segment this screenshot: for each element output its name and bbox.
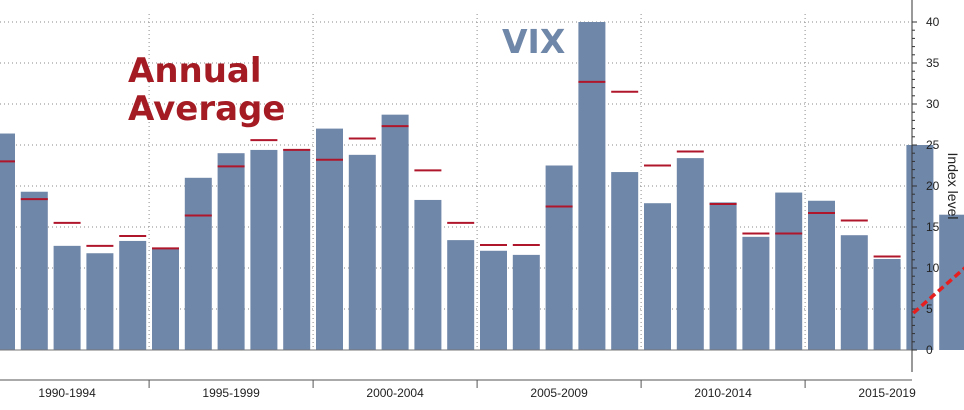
bar [742, 236, 770, 350]
bar [840, 235, 868, 350]
y-tick-label: 0 [926, 343, 933, 357]
y-tick-label: 30 [926, 97, 940, 111]
trend-arrow [912, 266, 964, 315]
bar [578, 22, 606, 350]
x-tick-label: 2015-2019 [858, 386, 916, 400]
y-tick-label: 15 [926, 220, 940, 234]
bar [873, 258, 901, 350]
bar [348, 154, 376, 350]
bar [20, 191, 48, 350]
bar [414, 199, 442, 350]
bar [808, 200, 835, 350]
bar [709, 202, 737, 350]
y-tick-label: 40 [926, 15, 940, 29]
x-tick-label: 1990-1994 [38, 386, 96, 400]
bar [217, 153, 245, 350]
x-tick-label: 2000-2004 [366, 386, 424, 400]
y-axis: 0 5 10 15 20 25 30 35 40 [911, 0, 940, 372]
bar [86, 253, 114, 350]
bar [906, 145, 934, 350]
y-tick-label: 5 [926, 302, 933, 316]
bar [152, 247, 179, 350]
bar [480, 250, 507, 350]
y-tick-label: 35 [926, 56, 940, 70]
annual-average-markers [0, 80, 901, 258]
bar-series [0, 22, 964, 350]
bar [119, 240, 147, 350]
x-tick-label: 1995-1999 [202, 386, 260, 400]
bar [316, 128, 343, 350]
bar [545, 165, 573, 350]
x-axis: 1990-1994 1995-1999 2000-2004 2005-2009 2010… [0, 349, 916, 400]
bar [447, 240, 475, 350]
annual-average-annotation: Annual Average [128, 51, 286, 129]
x-tick-label: 2010-2014 [694, 386, 752, 400]
bar [512, 254, 540, 350]
bar [676, 158, 704, 350]
y-tick-label: 20 [926, 179, 940, 193]
y-tick-label: 10 [926, 261, 940, 275]
trend-arrow-shaft [912, 266, 964, 315]
bar [184, 177, 212, 350]
chart-title: VIX [502, 22, 566, 61]
y-tick-label: 25 [926, 138, 940, 152]
bar [0, 133, 15, 350]
bar [775, 192, 803, 350]
bar [283, 149, 311, 350]
x-tick-label: 2005-2009 [530, 386, 588, 400]
bar [381, 114, 409, 350]
bar [611, 172, 639, 350]
bar [644, 203, 671, 350]
bar [250, 149, 278, 350]
bar [939, 214, 964, 350]
bar [53, 245, 81, 350]
y-axis-title: Index level [945, 152, 961, 220]
